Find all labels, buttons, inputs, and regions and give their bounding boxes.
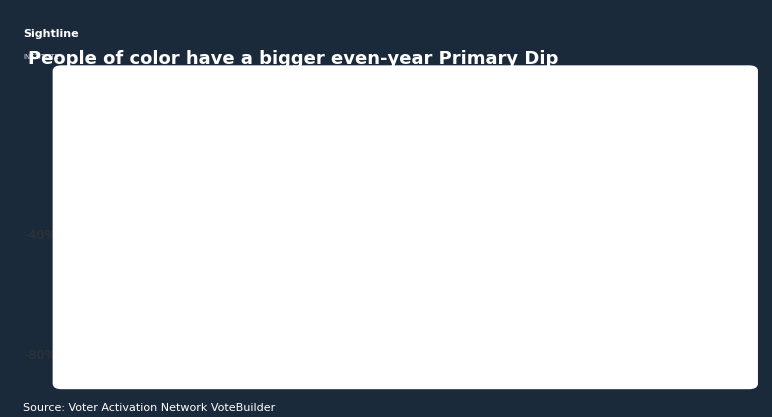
Text: Odd-Year: Odd-Year	[508, 114, 554, 124]
Text: 2014: 2014	[350, 98, 377, 108]
Bar	[279, 115, 314, 181]
Text: Primary: Primary	[427, 114, 468, 124]
Text: Dip: Dip	[607, 131, 625, 141]
Bar	[496, 115, 531, 306]
Text: Primary: Primary	[595, 114, 635, 124]
Text: Primary: Primary	[91, 114, 131, 124]
Bar	[329, 115, 364, 255]
Text: 2013: 2013	[266, 98, 293, 108]
Bar	[76, 115, 111, 330]
Bar	[581, 115, 615, 303]
Text: 2013: 2013	[182, 98, 208, 108]
Bar	[195, 115, 230, 214]
Text: Dip: Dip	[438, 131, 456, 141]
Text: Odd-Year: Odd-Year	[256, 114, 303, 124]
Legend: PoC, White: PoC, White	[661, 206, 743, 249]
Text: 2015: 2015	[518, 98, 544, 108]
Text: 2012: 2012	[98, 98, 124, 108]
Text: INSTITUTE: INSTITUTE	[23, 54, 59, 60]
Text: Primary: Primary	[343, 114, 384, 124]
Text: Dip: Dip	[186, 131, 204, 141]
Text: Dip: Dip	[691, 131, 708, 141]
Text: Source: Voter Activation Network VoteBuilder: Source: Voter Activation Network VoteBui…	[23, 403, 276, 413]
Bar	[364, 115, 398, 240]
Text: Sightline: Sightline	[23, 29, 79, 39]
Text: People of color have a bigger even-year Primary Dip
and a bigger Odd-Year Dip th: People of color have a bigger even-year …	[28, 50, 559, 89]
Bar	[111, 115, 146, 270]
Text: 2015: 2015	[434, 98, 461, 108]
Text: Dip: Dip	[354, 131, 372, 141]
Text: Dip: Dip	[270, 131, 288, 141]
Text: Primary: Primary	[679, 114, 720, 124]
Bar	[665, 115, 699, 196]
Bar	[699, 115, 734, 183]
Bar	[245, 115, 279, 196]
Text: 2016: 2016	[602, 98, 628, 108]
Bar	[531, 115, 566, 258]
Text: Primary: Primary	[175, 114, 215, 124]
Text: Dip: Dip	[103, 131, 120, 141]
Bar	[615, 115, 650, 255]
Text: Dip: Dip	[523, 131, 540, 141]
Bar	[413, 115, 447, 226]
Text: 2017: 2017	[686, 98, 713, 108]
Bar	[447, 115, 482, 216]
Bar	[161, 115, 195, 219]
